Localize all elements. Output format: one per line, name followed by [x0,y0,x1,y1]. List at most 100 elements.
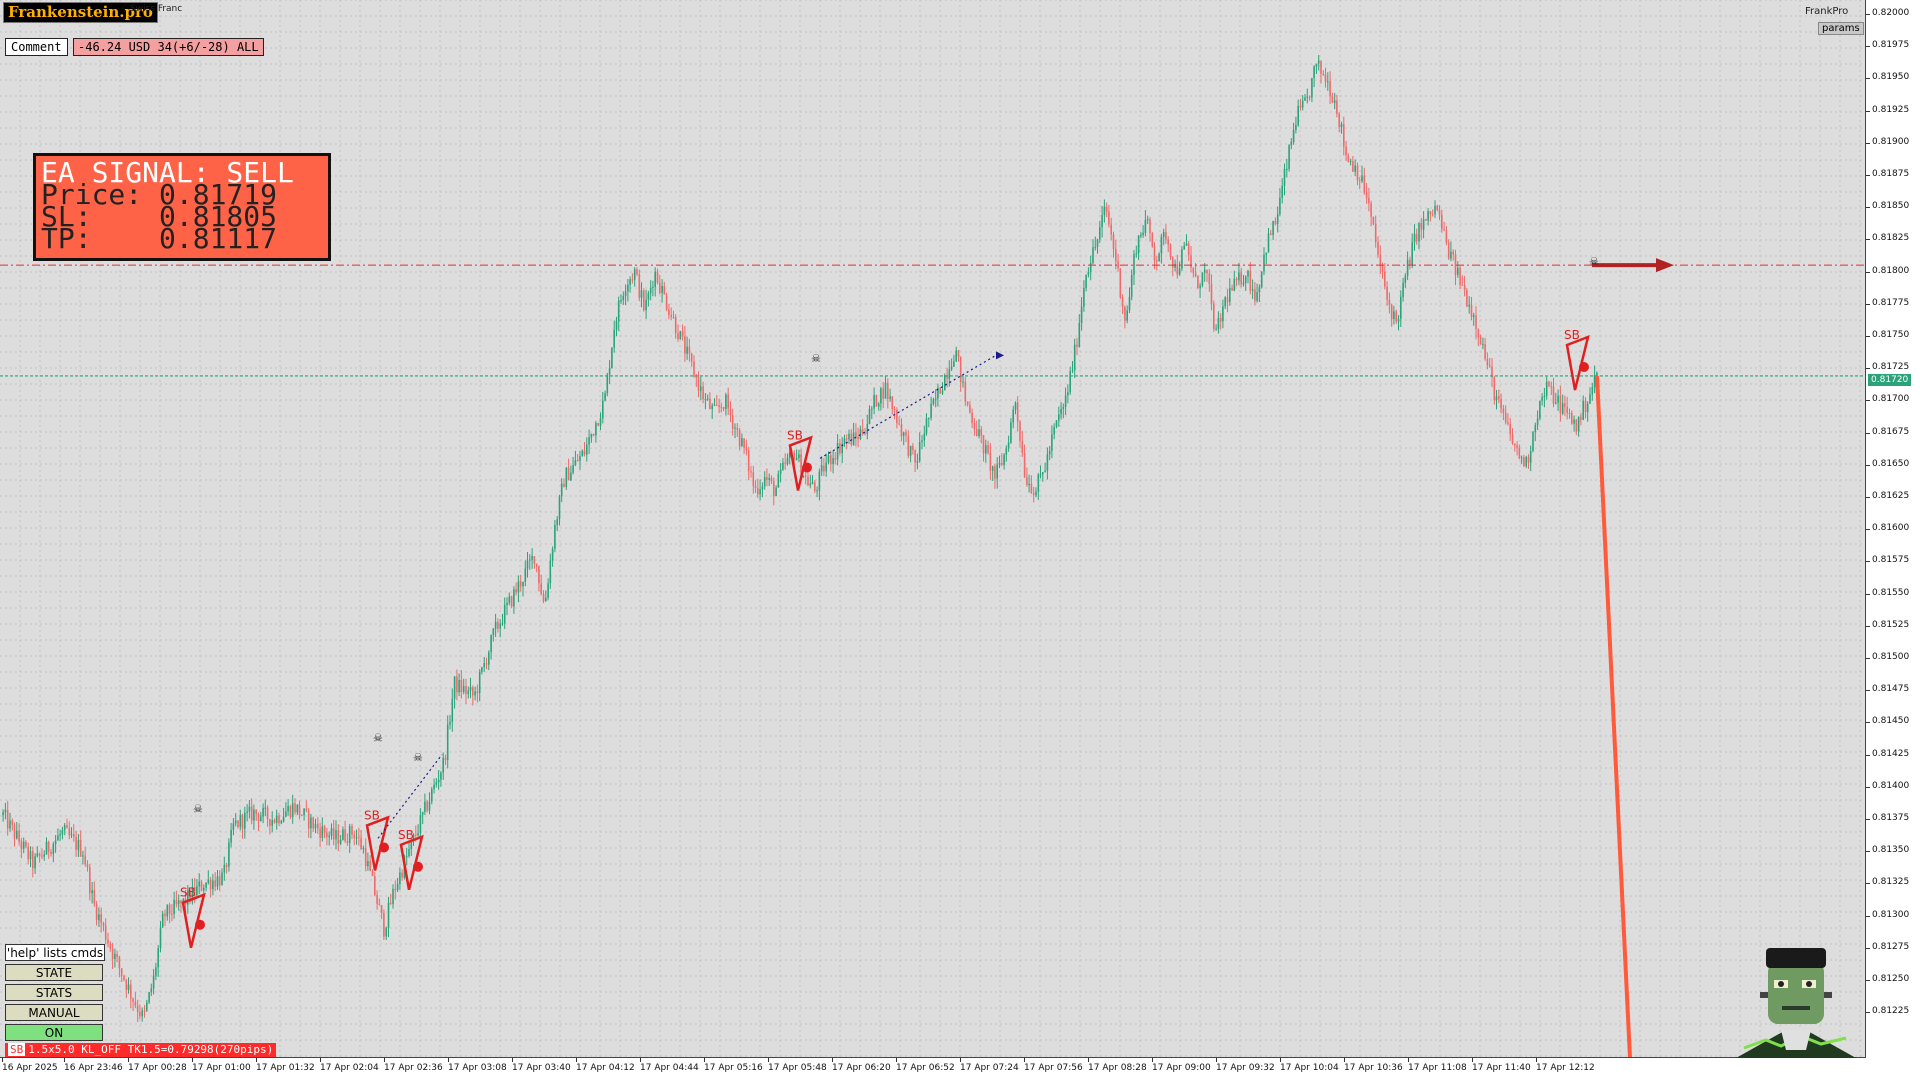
candle-body [752,472,755,486]
candle-body [1094,246,1097,248]
candle-body [43,854,45,857]
candle-body [488,652,490,665]
candle-body [1044,470,1046,473]
candle-body [1026,477,1028,485]
candle-body [595,423,597,436]
candle-body [353,834,356,838]
on-toggle[interactable]: ON [5,1024,103,1041]
candle-body [611,347,613,369]
candle-body [1306,96,1309,98]
candle-body [1133,254,1135,275]
candle-body [1037,474,1040,492]
time-tick-label: 17 Apr 10:36 [1344,1058,1403,1073]
candle-body [123,975,125,980]
candle-body [547,583,549,598]
candle-body [770,478,773,482]
candle-body [371,870,374,877]
time-tick-label: 17 Apr 06:52 [896,1058,955,1073]
candle-body [1482,344,1484,346]
candle-body [795,458,798,461]
candle-body [1219,317,1222,322]
candle-body [620,300,622,302]
candle-body [1140,234,1142,236]
candle-body [531,556,533,560]
candle-body [889,396,891,399]
candle-body [1051,434,1053,451]
candle-body [63,825,66,830]
help-hint-button[interactable]: 'help' lists cmds [5,944,105,961]
candle-body [79,839,82,857]
skull-icon: ☠ [1589,255,1599,268]
candle-body [515,589,517,593]
candle-body [1046,454,1049,471]
candle-body [444,757,447,760]
candle-body [1548,381,1550,387]
candle-body [132,998,134,1002]
candle-body [902,432,905,436]
candle-body [1153,246,1156,261]
candle-body [1197,276,1199,288]
candle-body [1322,74,1325,75]
candle-body [777,474,780,488]
signal-price: Price: 0.81719 [41,178,278,211]
time-tick-label: 17 Apr 09:00 [1152,1058,1211,1073]
candle-body [472,687,474,696]
candle-body [996,464,998,479]
candle-body [1447,242,1450,259]
candle-body [1573,419,1575,424]
candle-body [955,350,957,362]
candle-body [462,686,465,693]
candle-body [1390,304,1393,319]
candle-body [1525,456,1527,467]
candle-body [852,432,855,445]
candle-body [1356,165,1359,181]
candle-body [866,424,869,434]
candle-body [690,353,693,362]
candle-body [1224,297,1226,307]
candle-body [348,826,351,843]
candle-body [104,925,107,940]
candle-body [700,386,702,391]
candle-body [1347,155,1350,162]
candle-body [312,817,314,829]
candle-body [1110,224,1112,235]
candle-body [1566,407,1568,413]
candle-body [1564,403,1566,407]
candle-body [1555,402,1557,404]
candle-body [193,886,196,896]
candle-body [549,560,552,584]
price-tick-label: 0.81825 [1865,233,1910,244]
candle-body [750,471,752,473]
price-tick-label: 0.81925 [1865,104,1910,115]
candle-body [266,807,269,820]
candle-body [574,460,577,465]
state-button[interactable]: STATE [5,964,103,981]
candle-body [314,823,317,829]
candle-body [180,900,182,904]
candle-body [647,293,650,300]
candle-body [344,829,346,842]
candle-body [1121,297,1124,307]
candle-body [704,399,707,400]
stats-button[interactable]: STATS [5,984,103,1001]
candle-body [912,445,914,451]
signal-take-profit: TP: 0.81117 [41,222,278,255]
candle-body [428,801,431,811]
candle-body [494,621,497,629]
candle-body [1349,161,1352,162]
candle-body [800,454,802,477]
candle-body [1411,242,1413,266]
candle-body [1233,278,1236,291]
params-button[interactable]: params [1818,22,1864,35]
candle-body [570,472,572,481]
candle-body [834,458,837,460]
candle-body [330,828,333,836]
manual-button[interactable]: MANUAL [5,1004,103,1021]
candle-body [629,279,631,285]
candle-body [175,899,178,905]
candle-body [257,814,260,821]
candle-body [1571,413,1573,424]
candle-body [1144,220,1147,233]
candle-body [579,456,581,462]
candle-body [1292,130,1295,142]
